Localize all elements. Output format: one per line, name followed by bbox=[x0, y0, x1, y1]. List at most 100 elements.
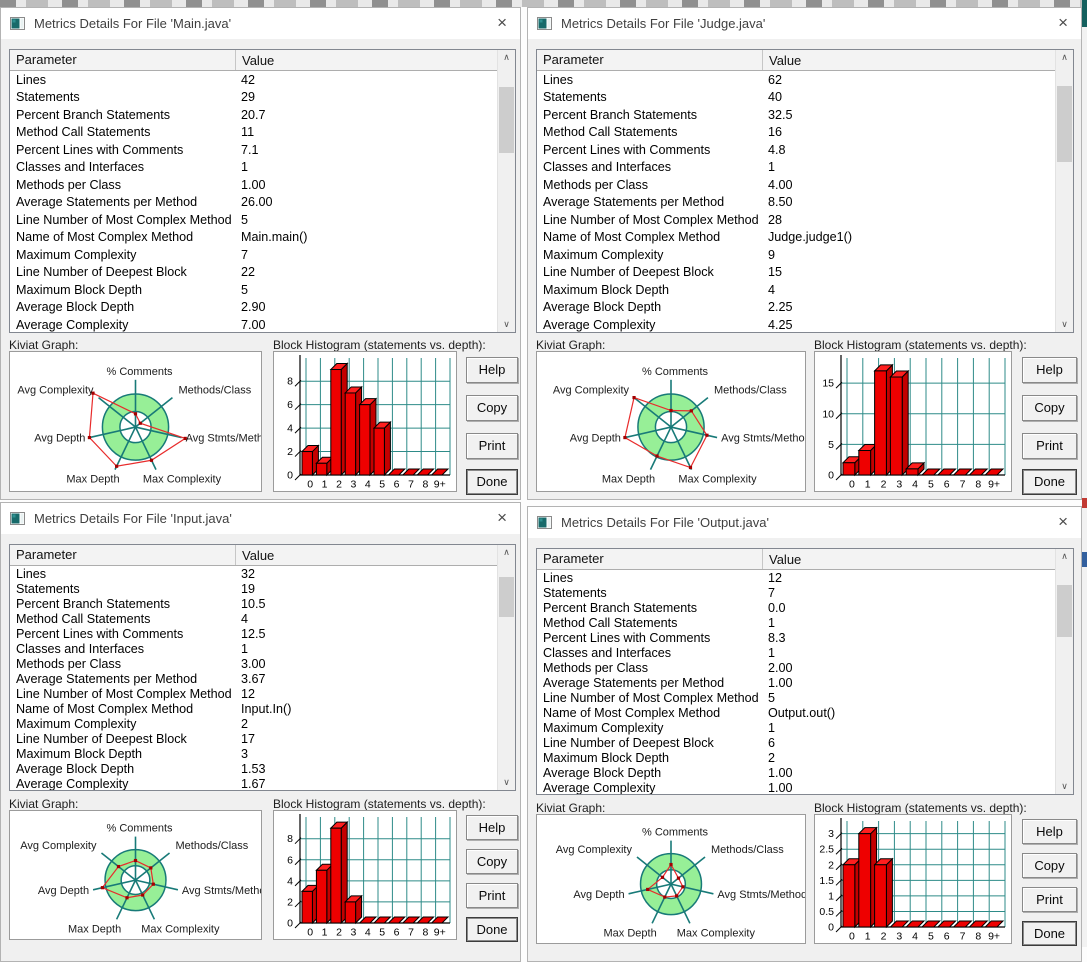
close-icon[interactable]: × bbox=[1058, 512, 1068, 531]
table-row[interactable]: Line Number of Deepest Block 17 bbox=[10, 732, 497, 747]
done-button[interactable]: Done bbox=[466, 469, 518, 495]
table-row[interactable]: Method Call Statements 1 bbox=[537, 615, 1055, 630]
table-row[interactable]: Average Block Depth 2.90 bbox=[10, 299, 497, 317]
scrollbar[interactable]: ∧ ∨ bbox=[497, 545, 515, 790]
column-header-value[interactable]: Value bbox=[242, 52, 275, 68]
column-header-value[interactable]: Value bbox=[769, 551, 802, 567]
scrollbar[interactable]: ∧ ∨ bbox=[1055, 549, 1073, 794]
table-row[interactable]: Average Block Depth 1.00 bbox=[537, 766, 1055, 781]
table-row[interactable]: Statements 29 bbox=[10, 89, 497, 107]
help-button[interactable]: Help bbox=[466, 815, 518, 840]
table-row[interactable]: Methods per Class 1.00 bbox=[10, 176, 497, 194]
scrollbar[interactable]: ∧ ∨ bbox=[497, 50, 515, 332]
table-row[interactable]: Maximum Complexity 1 bbox=[537, 721, 1055, 736]
table-header[interactable]: Parameter Value bbox=[10, 545, 497, 566]
table-row[interactable]: Average Statements per Method 3.67 bbox=[10, 671, 497, 686]
table-row[interactable]: Maximum Block Depth 5 bbox=[10, 281, 497, 299]
table-row[interactable]: Maximum Block Depth 4 bbox=[537, 281, 1055, 299]
table-row[interactable]: Name of Most Complex Method Judge.judge1(… bbox=[537, 229, 1055, 247]
table-row[interactable]: Average Complexity 1.00 bbox=[537, 781, 1055, 794]
table-row[interactable]: Classes and Interfaces 1 bbox=[537, 645, 1055, 660]
table-row[interactable]: Line Number of Deepest Block 22 bbox=[10, 264, 497, 282]
table-row[interactable]: Average Complexity 4.25 bbox=[537, 316, 1055, 332]
table-row[interactable]: Line Number of Deepest Block 6 bbox=[537, 736, 1055, 751]
table-row[interactable]: Methods per Class 3.00 bbox=[10, 656, 497, 671]
table-row[interactable]: Percent Lines with Comments 8.3 bbox=[537, 630, 1055, 645]
scroll-down-icon[interactable]: ∨ bbox=[503, 777, 510, 787]
table-row[interactable]: Name of Most Complex Method Main.main() bbox=[10, 229, 497, 247]
scroll-up-icon[interactable]: ∧ bbox=[503, 547, 510, 557]
table-row[interactable]: Method Call Statements 4 bbox=[10, 611, 497, 626]
copy-button[interactable]: Copy bbox=[1022, 853, 1077, 878]
table-row[interactable]: Classes and Interfaces 1 bbox=[10, 159, 497, 177]
table-row[interactable]: Percent Branch Statements 10.5 bbox=[10, 596, 497, 611]
table-row[interactable]: Maximum Complexity 9 bbox=[537, 246, 1055, 264]
table-row[interactable]: Name of Most Complex Method Output.out() bbox=[537, 706, 1055, 721]
scrollbar[interactable]: ∧ ∨ bbox=[1055, 50, 1073, 332]
help-button[interactable]: Help bbox=[1022, 357, 1077, 383]
table-row[interactable]: Percent Branch Statements 32.5 bbox=[537, 106, 1055, 124]
table-row[interactable]: Line Number of Deepest Block 15 bbox=[537, 264, 1055, 282]
table-row[interactable]: Percent Lines with Comments 7.1 bbox=[10, 141, 497, 159]
table-row[interactable]: Lines 62 bbox=[537, 71, 1055, 89]
table-row[interactable]: Methods per Class 2.00 bbox=[537, 660, 1055, 675]
table-row[interactable]: Percent Lines with Comments 4.8 bbox=[537, 141, 1055, 159]
scrollbar-thumb[interactable] bbox=[499, 87, 514, 153]
table-row[interactable]: Classes and Interfaces 1 bbox=[10, 641, 497, 656]
table-row[interactable]: Line Number of Most Complex Method 5 bbox=[10, 211, 497, 229]
table-row[interactable]: Method Call Statements 16 bbox=[537, 124, 1055, 142]
titlebar[interactable]: Metrics Details For File 'Main.java' × bbox=[1, 8, 520, 39]
help-button[interactable]: Help bbox=[466, 357, 518, 383]
table-row[interactable]: Average Complexity 1.67 bbox=[10, 777, 497, 790]
scroll-down-icon[interactable]: ∨ bbox=[1061, 781, 1068, 791]
titlebar[interactable]: Metrics Details For File 'Judge.java' × bbox=[528, 8, 1081, 39]
table-row[interactable]: Average Statements per Method 1.00 bbox=[537, 675, 1055, 690]
table-row[interactable]: Percent Branch Statements 20.7 bbox=[10, 106, 497, 124]
table-row[interactable]: Average Block Depth 2.25 bbox=[537, 299, 1055, 317]
copy-button[interactable]: Copy bbox=[466, 849, 518, 874]
table-row[interactable]: Statements 7 bbox=[537, 585, 1055, 600]
column-header-parameter[interactable]: Parameter bbox=[537, 50, 763, 70]
table-row[interactable]: Statements 19 bbox=[10, 581, 497, 596]
print-button[interactable]: Print bbox=[1022, 887, 1077, 912]
copy-button[interactable]: Copy bbox=[1022, 395, 1077, 421]
table-row[interactable]: Average Complexity 7.00 bbox=[10, 316, 497, 332]
done-button[interactable]: Done bbox=[466, 917, 518, 942]
titlebar[interactable]: Metrics Details For File 'Input.java' × bbox=[1, 503, 520, 534]
scrollbar-thumb[interactable] bbox=[1057, 585, 1072, 637]
column-header-value[interactable]: Value bbox=[242, 547, 275, 563]
scroll-up-icon[interactable]: ∧ bbox=[1061, 551, 1068, 561]
table-row[interactable]: Methods per Class 4.00 bbox=[537, 176, 1055, 194]
column-header-parameter[interactable]: Parameter bbox=[10, 545, 236, 565]
table-row[interactable]: Percent Branch Statements 0.0 bbox=[537, 600, 1055, 615]
done-button[interactable]: Done bbox=[1022, 921, 1077, 946]
column-header-parameter[interactable]: Parameter bbox=[10, 50, 236, 70]
table-row[interactable]: Lines 32 bbox=[10, 566, 497, 581]
scrollbar-thumb[interactable] bbox=[1057, 86, 1072, 162]
table-row[interactable]: Maximum Complexity 2 bbox=[10, 717, 497, 732]
print-button[interactable]: Print bbox=[466, 883, 518, 908]
table-header[interactable]: Parameter Value bbox=[10, 50, 497, 71]
table-header[interactable]: Parameter Value bbox=[537, 50, 1055, 71]
scroll-down-icon[interactable]: ∨ bbox=[503, 319, 510, 329]
scrollbar-thumb[interactable] bbox=[499, 577, 514, 617]
scroll-up-icon[interactable]: ∧ bbox=[503, 52, 510, 62]
table-row[interactable]: Name of Most Complex Method Input.In() bbox=[10, 702, 497, 717]
close-icon[interactable]: × bbox=[497, 508, 507, 527]
help-button[interactable]: Help bbox=[1022, 819, 1077, 844]
column-header-value[interactable]: Value bbox=[769, 52, 802, 68]
print-button[interactable]: Print bbox=[466, 433, 518, 459]
close-icon[interactable]: × bbox=[497, 13, 507, 32]
copy-button[interactable]: Copy bbox=[466, 395, 518, 421]
table-row[interactable]: Average Statements per Method 26.00 bbox=[10, 194, 497, 212]
print-button[interactable]: Print bbox=[1022, 433, 1077, 459]
table-row[interactable]: Lines 12 bbox=[537, 570, 1055, 585]
done-button[interactable]: Done bbox=[1022, 469, 1077, 495]
titlebar[interactable]: Metrics Details For File 'Output.java' × bbox=[528, 507, 1081, 538]
table-row[interactable]: Line Number of Most Complex Method 5 bbox=[537, 691, 1055, 706]
table-row[interactable]: Maximum Block Depth 3 bbox=[10, 747, 497, 762]
table-row[interactable]: Maximum Complexity 7 bbox=[10, 246, 497, 264]
table-row[interactable]: Statements 40 bbox=[537, 89, 1055, 107]
column-header-parameter[interactable]: Parameter bbox=[537, 549, 763, 569]
table-row[interactable]: Line Number of Most Complex Method 12 bbox=[10, 687, 497, 702]
